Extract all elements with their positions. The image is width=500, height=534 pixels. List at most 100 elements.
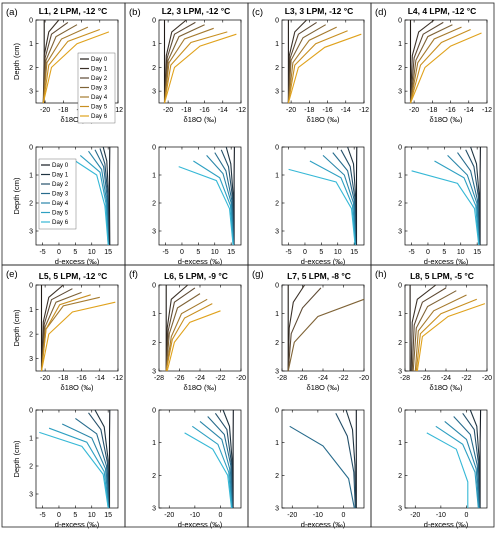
x-axis-label: δ18O (‰) bbox=[430, 115, 463, 124]
x-tick-label: -20 bbox=[236, 375, 246, 382]
y-tick-label: 3 bbox=[29, 89, 33, 96]
x-tick-label: -20 bbox=[40, 375, 50, 382]
series-line-day-3 bbox=[42, 24, 78, 104]
panel-frame bbox=[370, 264, 495, 528]
x-axis-label: δ18O (‰) bbox=[307, 383, 340, 392]
series-line-day-6 bbox=[39, 431, 109, 509]
series-line-day-3 bbox=[287, 298, 365, 372]
y-tick-label: 0 bbox=[275, 18, 279, 25]
legend-label: Day 3 bbox=[91, 85, 108, 92]
series-line-day-4 bbox=[414, 294, 467, 372]
series-line-day-6 bbox=[184, 432, 233, 509]
series-line-day-3 bbox=[75, 417, 110, 509]
x-tick-label: -12 bbox=[236, 107, 246, 114]
y-tick-label: 0 bbox=[275, 408, 279, 415]
series-line-day-2 bbox=[287, 287, 322, 372]
axes-box bbox=[404, 19, 488, 104]
series-line-day-3 bbox=[207, 416, 233, 509]
panel-letter: (h) bbox=[375, 269, 387, 280]
x-axis-label: δ18O (‰) bbox=[61, 115, 94, 124]
y-tick-label: 3 bbox=[152, 229, 156, 236]
x-tick-label: -14 bbox=[95, 375, 105, 382]
x-tick-label: -18 bbox=[58, 375, 68, 382]
y-tick-label: 3 bbox=[29, 229, 33, 236]
y-tick-label: 2 bbox=[275, 65, 279, 72]
legend-label: Day 3 bbox=[52, 191, 69, 198]
x-axis-label: d-excess (‰) bbox=[178, 257, 223, 266]
x-tick-label: -20 bbox=[163, 107, 173, 114]
axes-box bbox=[281, 19, 365, 104]
series-line-day-6 bbox=[288, 168, 356, 246]
y-axis-label: Depth (cm) bbox=[12, 309, 21, 347]
y-tick-label: 0 bbox=[29, 145, 33, 152]
x-tick-label: 5 bbox=[73, 249, 77, 256]
series-line-day-6 bbox=[287, 33, 362, 104]
series-line-day-4 bbox=[206, 155, 235, 246]
series-line-day-2 bbox=[335, 413, 356, 509]
x-tick-label: 15 bbox=[227, 249, 235, 256]
y-tick-label: 3 bbox=[398, 369, 402, 376]
x-tick-label: -18 bbox=[181, 107, 191, 114]
x-tick-label: 0 bbox=[465, 512, 469, 519]
x-tick-label: -28 bbox=[400, 375, 410, 382]
series-line-day-3 bbox=[412, 290, 457, 372]
x-tick-label: 5 bbox=[319, 249, 323, 256]
x-tick-label: 15 bbox=[473, 249, 481, 256]
x-axis-label: d-excess (‰) bbox=[301, 257, 346, 266]
y-tick-label: 1 bbox=[398, 173, 402, 180]
y-tick-label: 3 bbox=[29, 356, 33, 363]
series-line-day-5 bbox=[79, 154, 109, 246]
x-tick-label: -22 bbox=[461, 375, 471, 382]
y-tick-label: 1 bbox=[152, 440, 156, 447]
y-tick-label: 3 bbox=[152, 369, 156, 376]
y-tick-label: 1 bbox=[398, 311, 402, 318]
series-line-day-2 bbox=[462, 412, 481, 509]
series-line-day-4 bbox=[61, 423, 110, 509]
y-tick-label: 2 bbox=[398, 340, 402, 347]
y-tick-label: 2 bbox=[152, 65, 156, 72]
x-tick-label: -16 bbox=[76, 375, 86, 382]
legend-label: Day 0 bbox=[52, 162, 69, 169]
axes-box bbox=[35, 284, 119, 372]
series-line-day-3 bbox=[453, 416, 480, 509]
x-axis-label: d-excess (‰) bbox=[424, 257, 469, 266]
panel-letter: (e) bbox=[6, 269, 18, 280]
y-tick-label: 1 bbox=[275, 440, 279, 447]
series-line-day-6 bbox=[411, 170, 480, 246]
legend-label: Day 1 bbox=[52, 172, 69, 179]
y-tick-label: 1 bbox=[29, 173, 33, 180]
series-line-day-5 bbox=[40, 294, 91, 372]
series-line-day-1 bbox=[410, 284, 437, 372]
x-tick-label: 0 bbox=[219, 512, 223, 519]
series-line-day-4 bbox=[163, 27, 214, 104]
legend-label: Day 6 bbox=[52, 219, 69, 226]
y-tick-label: 3 bbox=[152, 506, 156, 513]
x-tick-label: 10 bbox=[334, 249, 342, 256]
x-tick-label: -20 bbox=[410, 512, 420, 519]
y-tick-label: 1 bbox=[398, 440, 402, 447]
x-tick-label: -16 bbox=[445, 107, 455, 114]
x-tick-label: 0 bbox=[57, 512, 61, 519]
series-line-day-4 bbox=[199, 420, 233, 509]
x-tick-label: -24 bbox=[195, 375, 205, 382]
y-tick-label: 1 bbox=[275, 41, 279, 48]
series-line-day-6 bbox=[409, 32, 482, 104]
x-tick-label: -28 bbox=[277, 375, 287, 382]
x-tick-label: -18 bbox=[427, 107, 437, 114]
axes-box bbox=[281, 409, 365, 509]
series-line-day-3 bbox=[40, 291, 82, 372]
x-axis-label: δ18O (‰) bbox=[61, 383, 94, 392]
series-line-day-5 bbox=[309, 160, 356, 246]
y-axis-label: Depth (cm) bbox=[12, 440, 21, 478]
series-line-day-2 bbox=[220, 149, 235, 246]
x-tick-label: 0 bbox=[342, 512, 346, 519]
y-tick-label: 3 bbox=[275, 229, 279, 236]
y-tick-label: 0 bbox=[152, 283, 156, 290]
series-line-day-2 bbox=[465, 149, 481, 246]
y-tick-label: 2 bbox=[275, 340, 279, 347]
y-tick-label: 1 bbox=[152, 41, 156, 48]
series-line-day-6 bbox=[163, 33, 237, 104]
series-line-day-6 bbox=[416, 303, 486, 372]
